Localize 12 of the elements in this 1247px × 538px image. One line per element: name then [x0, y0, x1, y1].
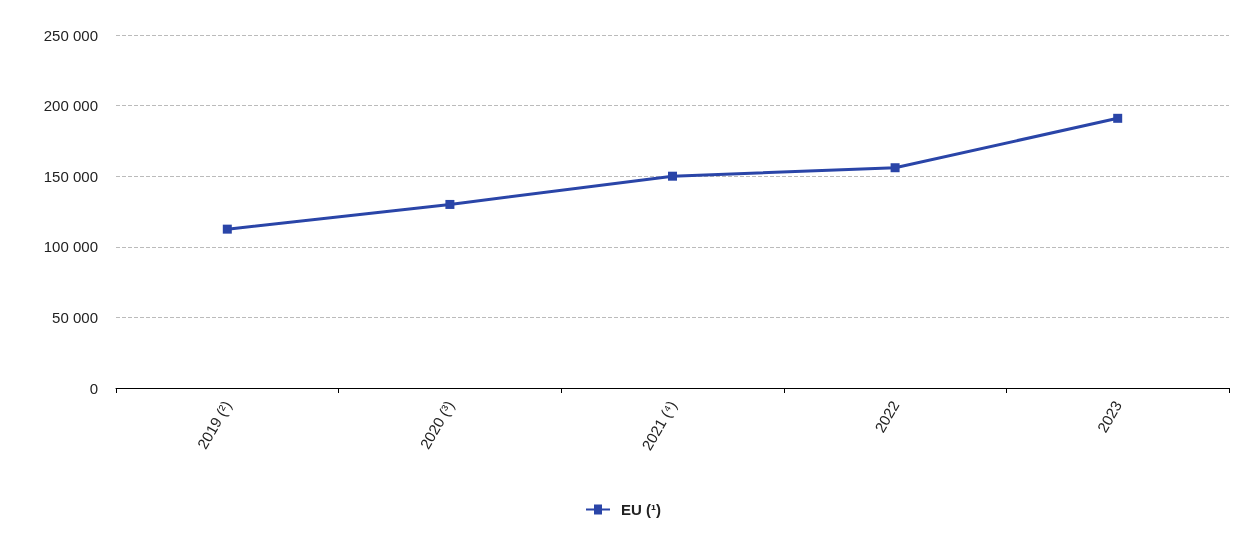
point	[445, 199, 455, 209]
point	[890, 163, 900, 173]
y-tick-label: 200 000	[43, 97, 98, 115]
legend-label: EU (¹)	[621, 501, 661, 518]
point	[668, 171, 677, 181]
y-tick-label: 100 000	[43, 238, 98, 256]
y-tick-label: 250 000	[43, 26, 98, 44]
y-tick-label: 150 000	[43, 167, 98, 185]
y-tick-label: 0	[89, 379, 98, 397]
point	[222, 224, 232, 234]
point	[1113, 113, 1123, 123]
y-tick-label: 50 000	[52, 308, 98, 326]
